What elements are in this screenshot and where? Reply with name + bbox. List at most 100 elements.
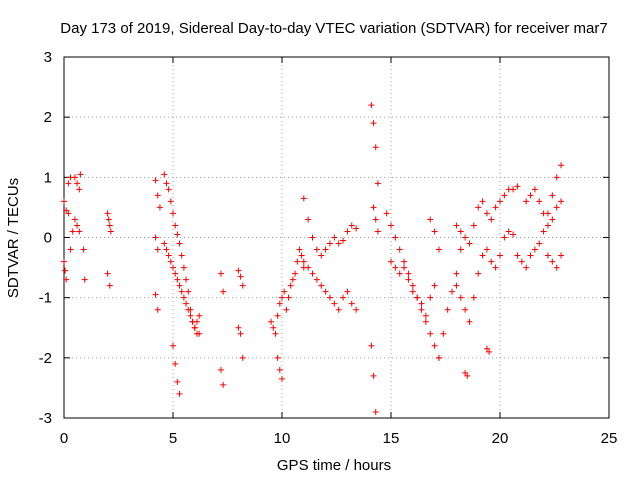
data-point [217, 270, 224, 277]
data-point [340, 237, 347, 244]
data-point [309, 270, 316, 277]
data-point [322, 246, 329, 253]
data-point [220, 381, 227, 388]
data-point [457, 228, 464, 235]
data-point [449, 288, 456, 295]
data-point [235, 267, 242, 274]
data-point [440, 330, 447, 337]
x-tick-label: 10 [274, 430, 291, 447]
data-point [453, 270, 460, 277]
y-tick-label: -2 [39, 350, 52, 367]
data-point [401, 258, 408, 265]
data-point [326, 240, 333, 247]
data-point [300, 258, 307, 265]
data-point [106, 222, 113, 229]
data-point [368, 102, 375, 109]
data-point [172, 222, 179, 229]
data-point [457, 246, 464, 253]
data-point [154, 246, 161, 253]
data-point [462, 234, 469, 241]
data-point [326, 294, 333, 301]
data-point [527, 252, 534, 259]
data-point [71, 216, 78, 223]
data-point [67, 246, 74, 253]
data-point [154, 192, 161, 199]
data-point [274, 354, 281, 361]
data-point [180, 264, 187, 271]
data-point [77, 171, 84, 178]
data-point [176, 282, 183, 289]
data-point [196, 312, 203, 319]
data-point [165, 186, 172, 193]
data-point [370, 372, 377, 379]
data-point [396, 270, 403, 277]
data-point [170, 342, 176, 349]
data-point [296, 246, 303, 253]
data-point [422, 312, 429, 319]
data-point [331, 234, 338, 241]
data-point [540, 228, 547, 235]
data-point [313, 276, 320, 283]
data-point [274, 312, 281, 319]
data-point [435, 246, 442, 253]
data-point [283, 306, 290, 313]
data-point [183, 276, 190, 283]
data-point [298, 252, 305, 259]
data-point [239, 282, 246, 289]
data-point [479, 252, 486, 259]
data-point [281, 288, 288, 295]
data-point [353, 225, 360, 232]
data-point [74, 222, 81, 229]
data-point [300, 195, 307, 202]
data-point [163, 246, 170, 253]
data-point [431, 342, 438, 349]
data-point [167, 198, 174, 205]
data-point [176, 390, 183, 397]
data-point [161, 171, 168, 178]
data-point [187, 312, 194, 319]
data-point [466, 240, 473, 247]
data-point [501, 192, 508, 199]
y-tick-label: 2 [44, 109, 52, 126]
data-point [558, 198, 565, 205]
data-point [388, 222, 394, 229]
data-point [523, 264, 530, 271]
data-point [427, 294, 434, 301]
data-point [444, 306, 451, 313]
data-point [237, 273, 244, 280]
data-point [370, 204, 377, 211]
data-point [63, 276, 70, 283]
data-point [518, 258, 525, 265]
data-point [558, 252, 565, 259]
data-point [374, 228, 381, 235]
data-point [80, 246, 87, 253]
data-point [549, 216, 556, 223]
data-point [372, 408, 379, 415]
data-point [183, 300, 190, 307]
data-point [544, 252, 551, 259]
data-point [313, 246, 320, 253]
data-point [235, 324, 242, 331]
data-point [553, 174, 560, 181]
data-point [531, 246, 538, 253]
data-point [549, 258, 556, 265]
data-point [510, 231, 517, 238]
data-point [65, 180, 72, 187]
data-point [531, 186, 538, 193]
data-point [270, 324, 277, 331]
data-point [104, 210, 111, 217]
x-tick-label: 15 [383, 430, 400, 447]
data-point [488, 216, 495, 223]
data-point [422, 318, 429, 325]
data-point [475, 204, 482, 211]
data-point [414, 294, 421, 301]
data-point [401, 264, 408, 271]
data-point [497, 198, 503, 205]
data-point [174, 378, 181, 385]
data-point [464, 372, 471, 379]
data-point [427, 330, 434, 337]
data-point [305, 264, 312, 271]
data-point [69, 228, 76, 235]
data-point [191, 324, 198, 331]
